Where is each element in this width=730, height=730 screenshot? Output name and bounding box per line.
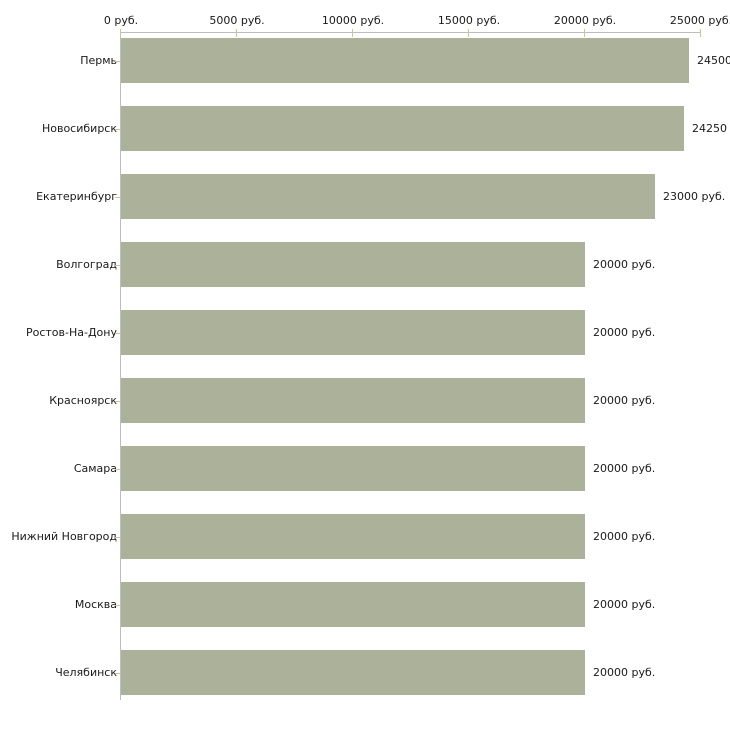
value-label: 20000 руб. bbox=[593, 462, 656, 475]
category-tick-mark bbox=[115, 129, 120, 130]
category-label: Красноярск bbox=[49, 394, 117, 407]
x-axis-tick-mark bbox=[352, 29, 353, 37]
category-tick-mark bbox=[115, 197, 120, 198]
x-axis-tick-label: 25000 руб. bbox=[669, 14, 730, 27]
category-tick-mark bbox=[115, 605, 120, 606]
x-axis-tick-mark bbox=[584, 29, 585, 37]
x-axis-tick-label: 5000 руб. bbox=[209, 14, 265, 27]
category-label: Нижний Новгород bbox=[11, 530, 117, 543]
value-label: 23000 руб. bbox=[663, 190, 726, 203]
value-label: 20000 руб. bbox=[593, 394, 656, 407]
bar bbox=[121, 106, 684, 151]
value-label: 24500 руб. bbox=[697, 54, 730, 67]
category-label: Пермь bbox=[80, 54, 117, 67]
bar bbox=[121, 446, 585, 491]
value-label: 20000 руб. bbox=[593, 326, 656, 339]
category-tick-mark bbox=[115, 61, 120, 62]
bar bbox=[121, 650, 585, 695]
value-label: 20000 руб. bbox=[593, 530, 656, 543]
category-label: Самара bbox=[73, 462, 117, 475]
x-axis-tick-mark bbox=[120, 29, 121, 37]
category-tick-mark bbox=[115, 673, 120, 674]
category-label: Екатеринбург bbox=[36, 190, 117, 203]
category-label: Москва bbox=[74, 598, 117, 611]
x-axis-tick-label: 15000 руб. bbox=[437, 14, 501, 27]
x-axis-tick-mark bbox=[468, 29, 469, 37]
x-axis-tick-mark bbox=[236, 29, 237, 37]
category-label: Новосибирск bbox=[41, 122, 117, 135]
value-label: 20000 руб. bbox=[593, 258, 656, 271]
bar bbox=[121, 38, 689, 83]
category-label: Ростов-На-Дону bbox=[25, 326, 117, 339]
bar bbox=[121, 582, 585, 627]
x-axis-tick-label: 10000 руб. bbox=[321, 14, 385, 27]
category-tick-mark bbox=[115, 401, 120, 402]
x-axis-tick-label: 0 руб. bbox=[103, 14, 139, 27]
x-axis-tick-mark bbox=[700, 29, 701, 37]
bar bbox=[121, 514, 585, 559]
category-tick-mark bbox=[115, 333, 120, 334]
y-axis-line bbox=[120, 32, 121, 700]
x-axis-line bbox=[121, 32, 701, 33]
value-label: 20000 руб. bbox=[593, 598, 656, 611]
x-axis-tick-label: 20000 руб. bbox=[553, 14, 617, 27]
bar bbox=[121, 310, 585, 355]
bar bbox=[121, 242, 585, 287]
category-tick-mark bbox=[115, 265, 120, 266]
value-label: 20000 руб. bbox=[593, 666, 656, 679]
value-label: 24250 руб. bbox=[692, 122, 730, 135]
bar bbox=[121, 174, 655, 219]
category-tick-mark bbox=[115, 537, 120, 538]
bar bbox=[121, 378, 585, 423]
category-tick-mark bbox=[115, 469, 120, 470]
category-label: Волгоград bbox=[56, 258, 117, 271]
category-label: Челябинск bbox=[55, 666, 117, 679]
